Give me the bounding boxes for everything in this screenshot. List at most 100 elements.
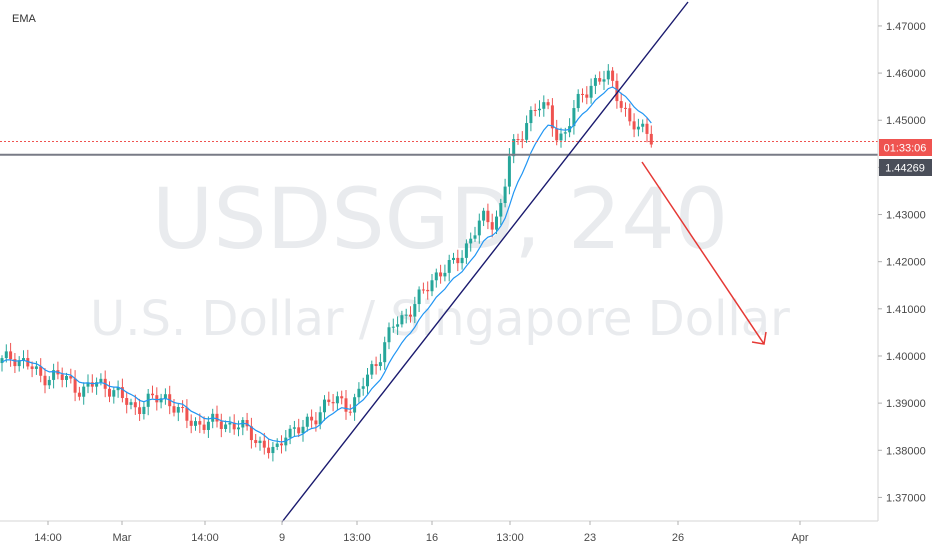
forecast-arrow-head: [751, 331, 767, 345]
candle-body: [301, 426, 305, 434]
candle-body: [602, 79, 606, 82]
x-tick-label: 16: [426, 532, 438, 544]
y-tick-label: 1.39000: [886, 398, 926, 410]
y-tick-label: 1.38000: [886, 445, 926, 457]
y-tick-label: 1.46000: [886, 68, 926, 80]
candle-body: [73, 378, 77, 393]
candle-body: [482, 210, 486, 221]
candle-body: [13, 359, 17, 367]
candle-body: [572, 108, 576, 127]
candle-body: [538, 108, 541, 111]
x-tick-label: Mar: [113, 532, 132, 544]
candle-body: [219, 421, 223, 429]
candle-body: [477, 220, 481, 236]
candle-body: [417, 289, 421, 305]
candle-body: [391, 326, 395, 328]
candle-body: [378, 362, 382, 367]
candle-body: [215, 413, 219, 422]
candle-body: [280, 443, 283, 446]
candle-body: [632, 121, 636, 130]
candle-body: [525, 123, 529, 140]
forecast-arrow[interactable]: [641, 161, 767, 345]
candle-body: [112, 390, 116, 397]
candle-body: [116, 387, 120, 391]
candle-body: [245, 420, 249, 427]
candle-body: [335, 396, 339, 404]
candle-body: [452, 257, 455, 261]
candle-body: [598, 78, 602, 82]
y-tick-label: 1.42000: [886, 257, 926, 269]
candle-body: [163, 394, 167, 399]
candle-body: [194, 421, 197, 426]
candle-body: [555, 128, 559, 141]
candle-body: [473, 235, 477, 239]
candle-body: [185, 407, 189, 421]
candle-body: [206, 421, 210, 430]
candle-body: [47, 379, 51, 386]
candle-body: [155, 395, 159, 403]
forecast-arrow-shaft: [641, 161, 765, 345]
x-axis: 14:00 Mar 14:00 9 13:00 16 13:00 23 26 Apr: [0, 520, 878, 544]
candle-body: [559, 133, 563, 141]
candle-body: [512, 139, 516, 157]
candle-body: [108, 388, 111, 397]
candle-body: [490, 222, 494, 230]
candle-body: [507, 156, 511, 187]
current-price-tag-label: 01:33:06: [884, 143, 927, 155]
candle-body: [323, 399, 326, 413]
candle-body: [305, 416, 309, 427]
candle-body: [396, 324, 400, 327]
candle-body: [151, 393, 154, 396]
candle-body: [628, 108, 632, 122]
candle-body: [52, 370, 56, 380]
x-tick-label: 9: [279, 532, 285, 544]
candle-body: [172, 406, 176, 413]
candle-body: [65, 375, 68, 380]
candle-body: [434, 272, 438, 281]
y-axis: 1.470001.460001.450001.440001.430001.420…: [877, 0, 926, 521]
x-tick-label: 14:00: [34, 532, 62, 544]
candle-body: [409, 314, 412, 317]
candle-body: [460, 257, 464, 264]
candle-body: [224, 424, 228, 429]
candle-body: [318, 412, 322, 425]
candle-body: [413, 304, 417, 317]
support-price-tag-bg: [879, 159, 932, 176]
candle-body: [90, 382, 94, 387]
candle-body: [340, 396, 344, 399]
candle-body: [516, 139, 520, 141]
candle-body: [95, 382, 99, 387]
candle-body: [404, 314, 408, 316]
candle-body: [314, 420, 318, 425]
candle-body: [421, 289, 425, 291]
candle-body: [17, 360, 21, 367]
candle-body: [606, 70, 610, 80]
candle-body: [611, 70, 615, 81]
y-tick-label: 1.47000: [886, 21, 926, 33]
candle-body: [589, 85, 593, 98]
x-tick-label: 13:00: [496, 532, 524, 544]
candle-body: [636, 126, 640, 130]
candle-body: [69, 375, 73, 379]
candle-body: [202, 424, 206, 430]
candle-body: [430, 280, 434, 292]
candle-body: [189, 420, 193, 426]
x-tick-label: 26: [672, 532, 684, 544]
candle-body: [99, 378, 103, 383]
candles: [0, 64, 653, 462]
candle-body: [361, 386, 365, 389]
candle-body: [39, 366, 43, 376]
candle-body: [288, 428, 292, 438]
candle-body: [254, 440, 258, 444]
candle-body: [495, 216, 498, 230]
y-tick-label: 1.43000: [886, 210, 926, 222]
candle-body: [198, 421, 202, 425]
candle-body: [34, 366, 38, 369]
candle-body: [576, 93, 580, 109]
candle-body: [77, 392, 81, 397]
support-price-tag: 1.44269: [879, 159, 932, 176]
candle-body: [30, 366, 34, 369]
candle-body: [237, 427, 240, 430]
trendline[interactable]: [281, 1, 689, 523]
